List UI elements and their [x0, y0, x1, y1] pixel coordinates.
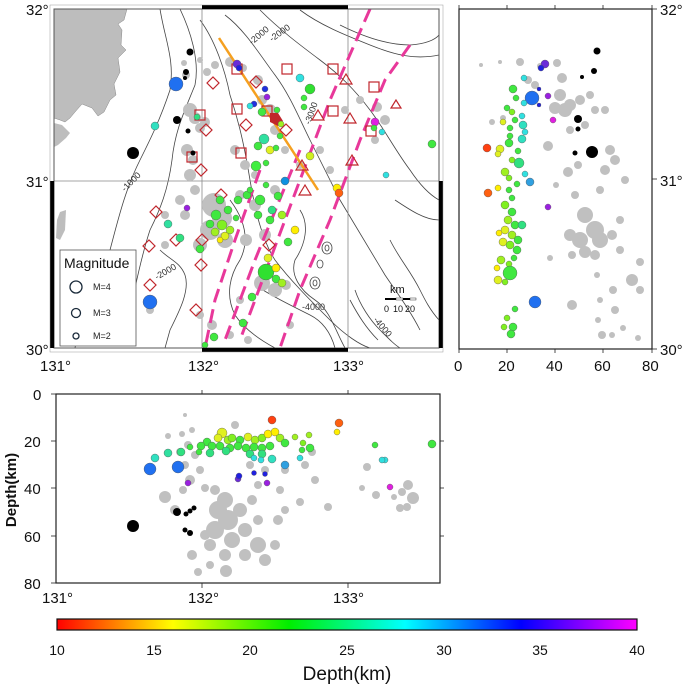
land-south — [54, 123, 70, 147]
right-xtick: 80 — [642, 358, 659, 375]
colorbar-tick: 35 — [532, 642, 548, 658]
contour-label: -4000 — [302, 302, 325, 312]
scale-tick: 20 — [405, 304, 415, 314]
colorbar-tick: 25 — [339, 642, 355, 658]
scale-unit: km — [390, 284, 405, 296]
bottom-xtick: 131° — [42, 590, 73, 607]
bottom-ytick: 80 — [24, 576, 41, 593]
legend-item: M=3 — [93, 308, 111, 318]
stations — [142, 63, 403, 317]
land-kyushu — [54, 9, 128, 123]
bottom-ytick: 0 — [33, 387, 41, 404]
map-xtick: 132° — [188, 358, 219, 375]
bottom-xtick: 133° — [333, 590, 364, 607]
colorbar-tick: 10 — [49, 642, 65, 658]
bottom-ylabel: Depth(km) — [3, 453, 20, 527]
right-ytick: 30° — [660, 342, 683, 359]
depth-longitude-panel: 0 20 40 60 80 Depth(km) 131° 132° 133° — [3, 387, 444, 607]
map-ytick: 30° — [26, 342, 49, 359]
deep-events — [572, 47, 601, 158]
right-xtick: 60 — [594, 358, 611, 375]
legend-circle-m4 — [69, 280, 83, 294]
legend-title: Magnitude — [64, 255, 130, 271]
deep-events — [127, 505, 197, 536]
colored-events — [482, 59, 557, 339]
map-xtick: 133° — [333, 358, 364, 375]
colored-events — [142, 59, 437, 348]
land-island — [56, 210, 66, 240]
bottom-ytick: 20 — [24, 434, 41, 451]
legend-item: M=2 — [93, 331, 111, 341]
map-panel: -1000 -2000 -2000 -2000 -3000 -4000 -400… — [26, 2, 444, 375]
right-xtick: 20 — [498, 358, 515, 375]
map-ytick: 31° — [26, 174, 49, 191]
graticule — [54, 9, 439, 348]
depth-latitude-panel: 32° 31° 30° 0 20 40 60 80 — [454, 2, 683, 375]
right-ytick: 31° — [660, 173, 683, 190]
right-xtick: 40 — [546, 358, 563, 375]
trench-lines — [203, 9, 412, 348]
colorbar-label: Depth(km) — [303, 664, 392, 685]
depth-colorbar: 10 15 20 25 30 35 40 Depth(km) — [49, 618, 645, 685]
colored-events — [143, 415, 437, 491]
map-ytick: 32° — [26, 2, 49, 19]
colorbar-tick: 15 — [146, 642, 162, 658]
deep-events — [127, 48, 196, 159]
right-xtick: 0 — [454, 358, 462, 375]
colorbar-tick: 30 — [436, 642, 452, 658]
scale-bar: km 0 10 20 — [384, 284, 417, 314]
map-xtick: 131° — [40, 358, 71, 375]
scale-tick: 0 — [384, 304, 389, 314]
scale-tick: 10 — [393, 304, 403, 314]
right-ytick: 32° — [660, 2, 683, 19]
colorbar-tick: 20 — [242, 642, 258, 658]
bottom-ytick: 40 — [24, 481, 41, 498]
legend-circle-m3 — [70, 307, 82, 319]
background-events — [479, 58, 644, 341]
bottom-xtick: 132° — [188, 590, 219, 607]
magnitude-legend: Magnitude M=4 M=3 M=2 — [59, 249, 137, 347]
legend-circle-m2 — [72, 332, 80, 340]
bottom-ytick: 60 — [24, 529, 41, 546]
legend-item: M=4 — [93, 282, 111, 292]
colorbar-tick: 40 — [629, 642, 645, 658]
background-events — [159, 413, 419, 577]
